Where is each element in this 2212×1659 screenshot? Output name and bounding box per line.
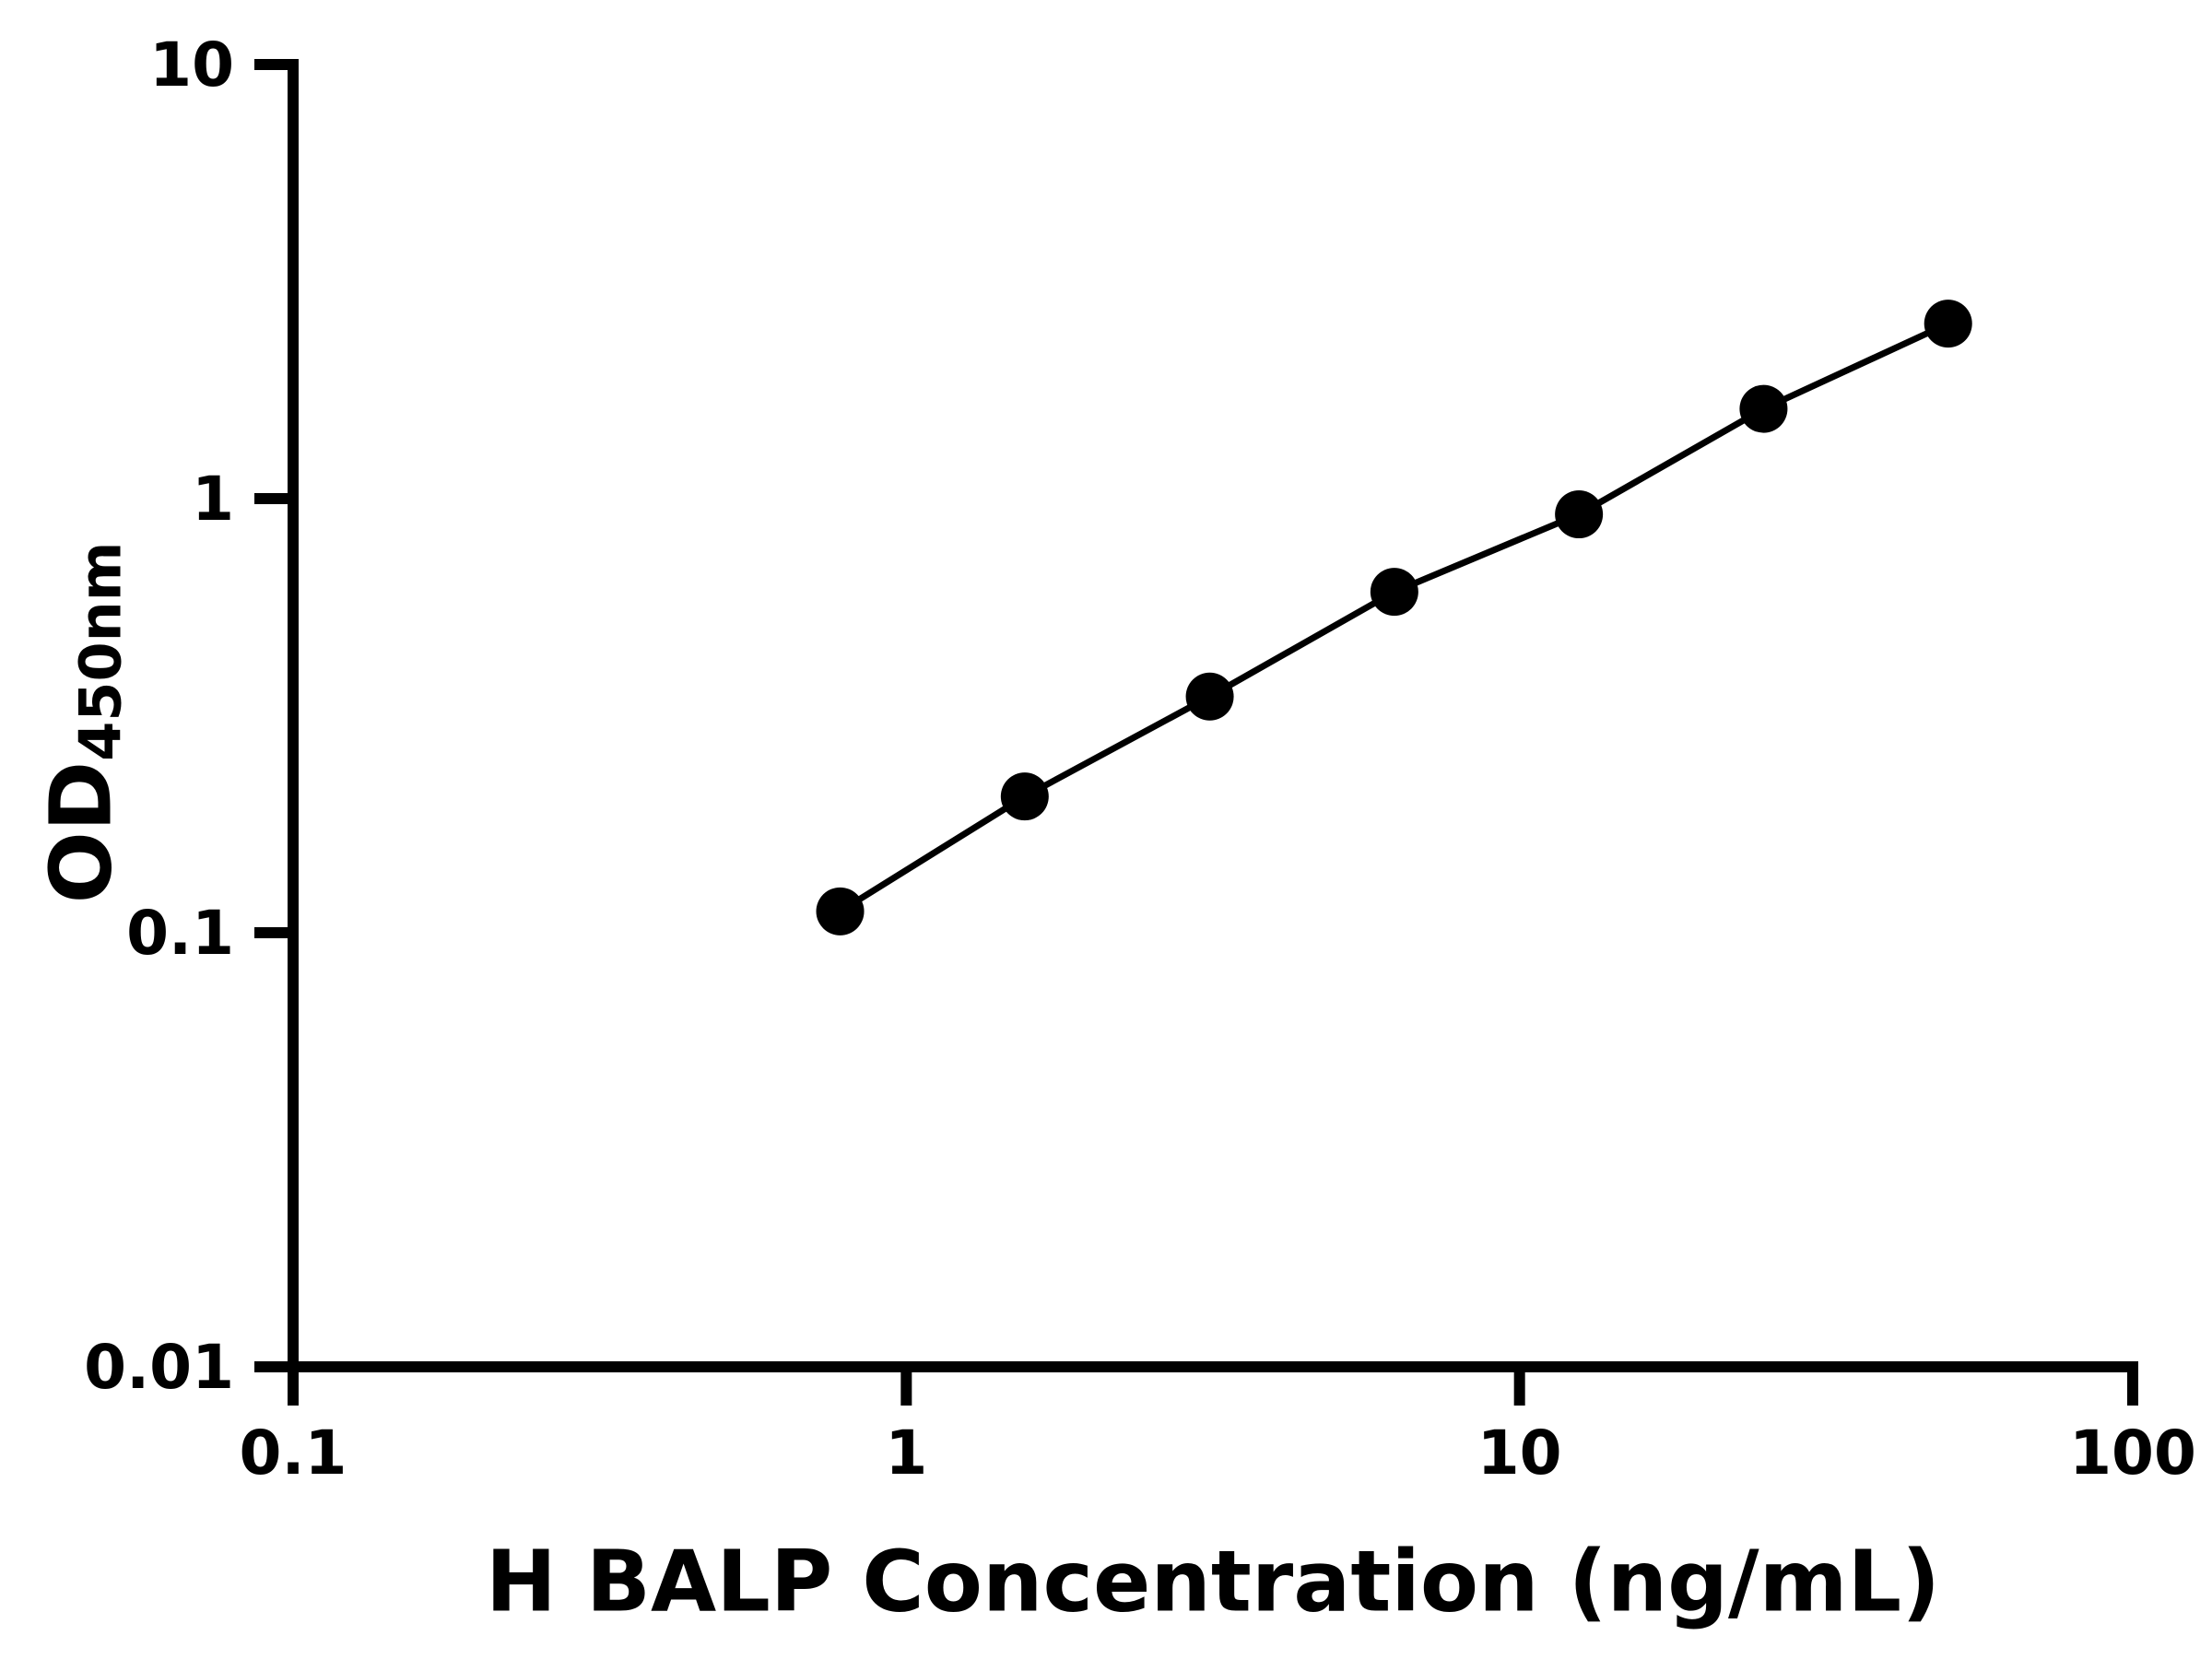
data-point xyxy=(1924,300,1972,348)
data-point xyxy=(1739,384,1788,433)
x-tick-label: 1 xyxy=(885,1418,927,1488)
data-point xyxy=(1000,772,1049,821)
x-tick-label: 100 xyxy=(2069,1418,2196,1488)
x-tick-label: 10 xyxy=(1477,1418,1562,1488)
x-tick-label: 0.1 xyxy=(240,1418,347,1488)
data-point xyxy=(816,887,865,935)
y-tick-label: 0.1 xyxy=(126,898,234,969)
data-point xyxy=(1555,490,1604,539)
y-tick-label: 1 xyxy=(192,464,234,535)
y-axis-title: OD450nm xyxy=(31,542,134,904)
x-axis-title: H BALP Concentration (ng/mL) xyxy=(485,1532,1941,1631)
data-point xyxy=(1185,672,1234,721)
y-tick-label: 10 xyxy=(149,29,234,100)
y-axis-title-sub: 450nm xyxy=(66,541,135,761)
data-point xyxy=(1370,568,1418,617)
y-axis-title-main: OD xyxy=(31,760,131,904)
y-tick-label: 0.01 xyxy=(84,1332,234,1403)
